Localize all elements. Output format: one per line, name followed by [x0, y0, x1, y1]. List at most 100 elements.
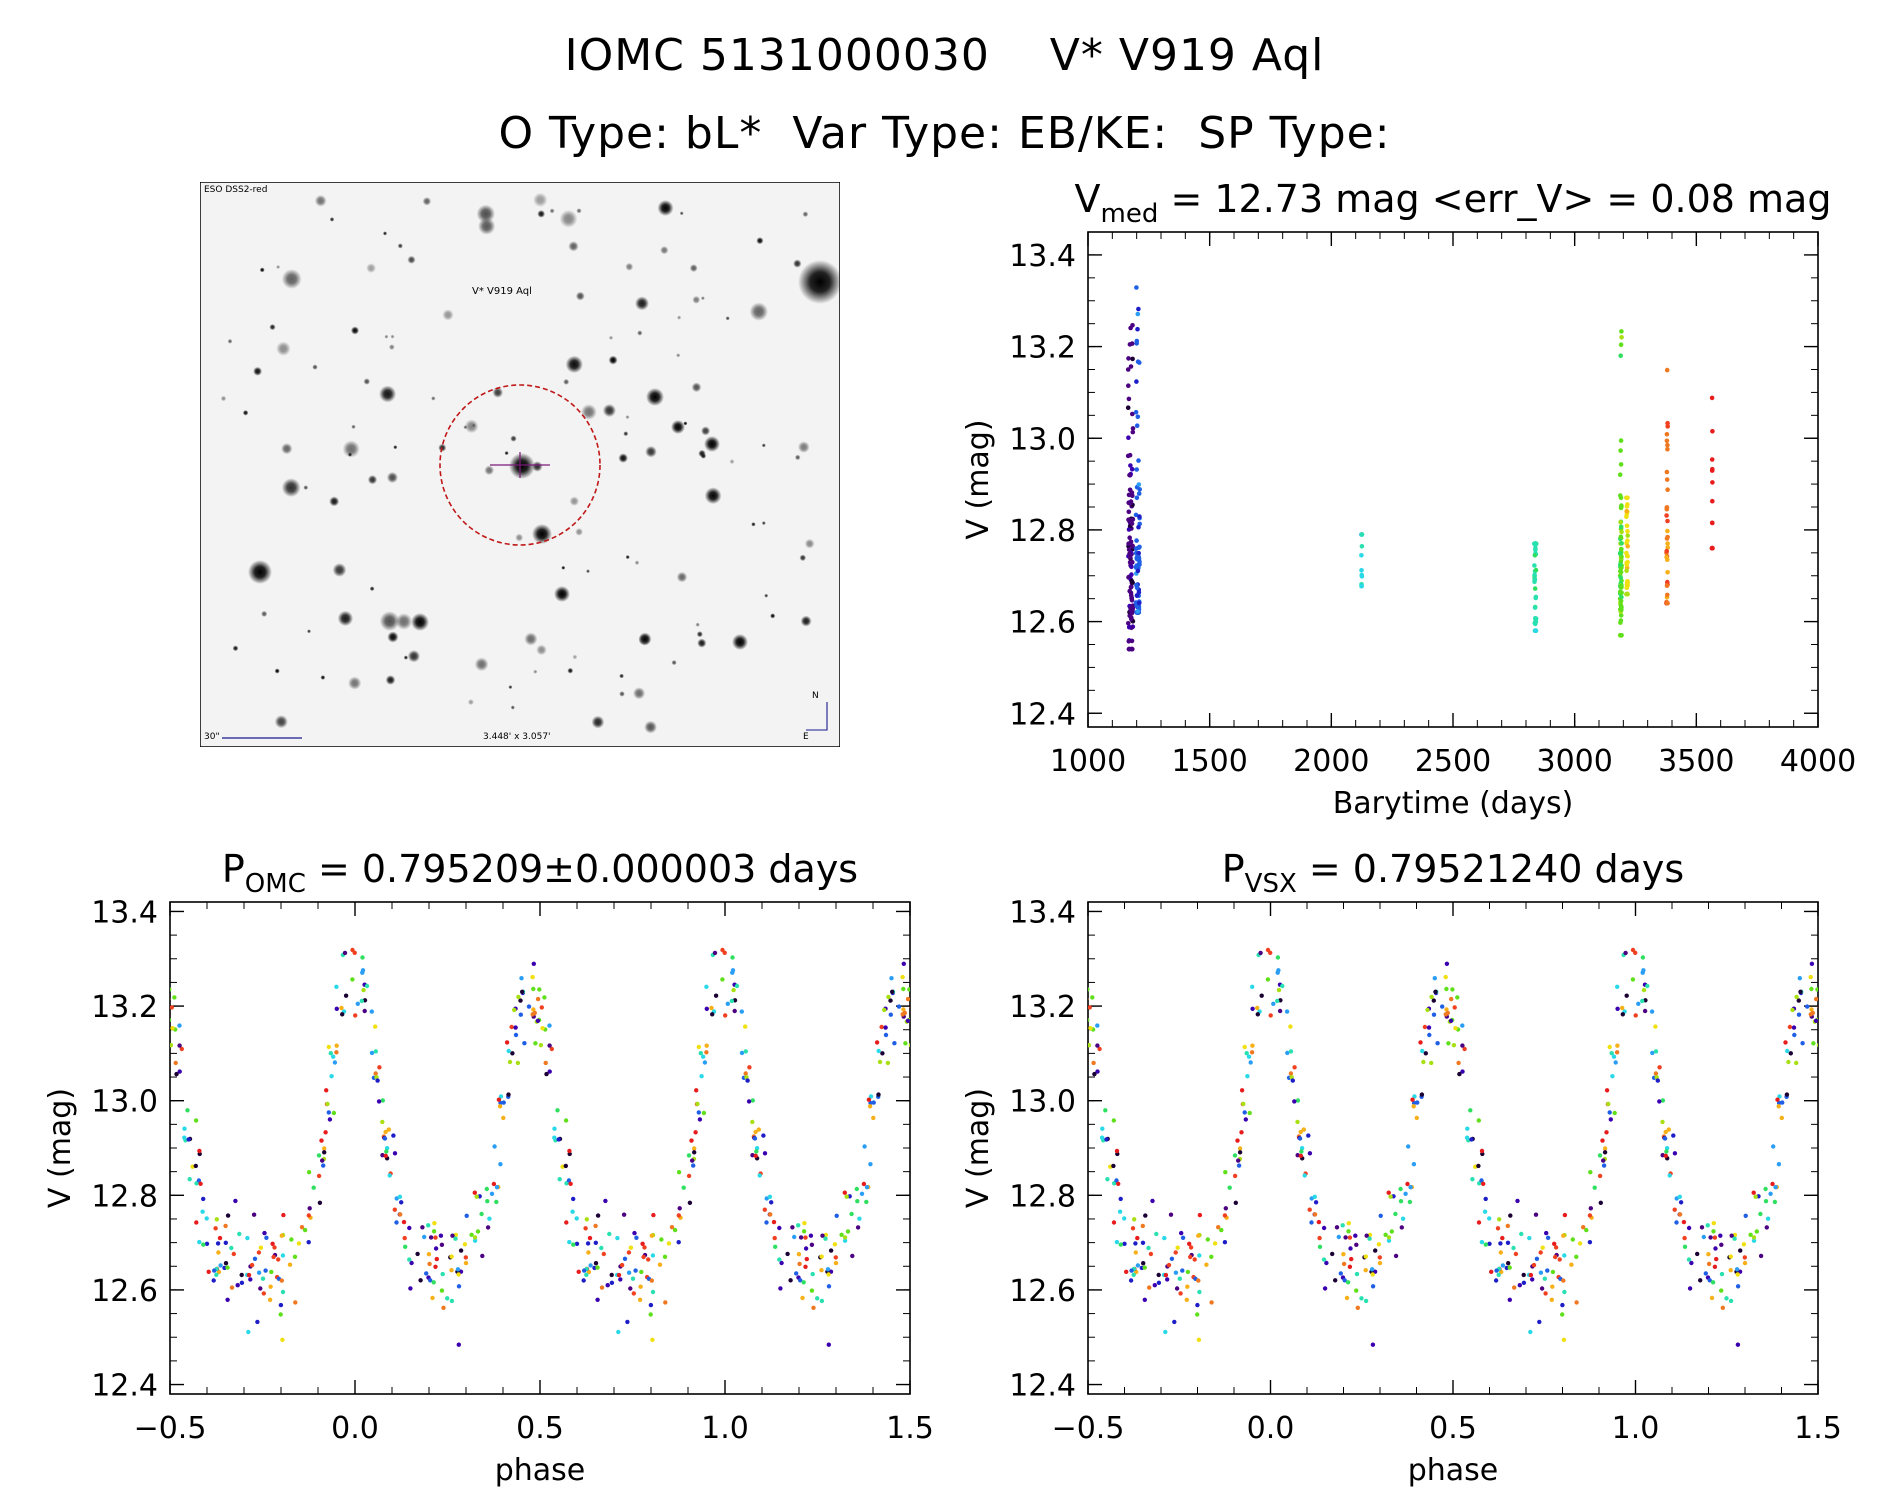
star	[474, 657, 489, 672]
y-tick-label: 12.6	[1009, 1274, 1076, 1309]
data-point	[1538, 1250, 1543, 1255]
data-point	[538, 1043, 544, 1048]
star	[395, 613, 413, 630]
data-point	[832, 1242, 838, 1247]
data-point	[480, 1253, 485, 1259]
data-point	[272, 1245, 277, 1250]
data-point	[1258, 950, 1263, 956]
data-point	[198, 1181, 203, 1187]
data-point	[1388, 1194, 1393, 1199]
data-point	[1618, 598, 1624, 604]
data-point	[1703, 1271, 1709, 1276]
data-point	[743, 1071, 748, 1076]
data-point	[1347, 1235, 1353, 1240]
data-point	[753, 1153, 758, 1159]
data-point	[1136, 590, 1142, 595]
data-point	[1334, 1225, 1340, 1230]
data-point	[1712, 1264, 1718, 1270]
data-point	[212, 1268, 217, 1273]
data-point	[659, 1237, 664, 1242]
data-point	[392, 1207, 397, 1212]
star	[804, 538, 815, 549]
data-point	[1236, 1163, 1242, 1168]
data-point	[676, 1213, 681, 1218]
data-point	[1654, 1075, 1659, 1080]
data-point	[632, 1230, 637, 1236]
data-point	[867, 1104, 873, 1109]
y-tick-label: 13.0	[1009, 1085, 1076, 1120]
data-point	[1142, 1265, 1147, 1270]
star	[274, 715, 288, 729]
data-point	[1468, 1108, 1473, 1113]
data-point	[497, 1104, 503, 1109]
star	[657, 200, 674, 216]
data-point	[571, 1196, 576, 1202]
data-point	[1706, 1252, 1711, 1257]
data-point	[262, 1230, 267, 1236]
data-point	[1607, 1110, 1612, 1115]
data-point	[456, 1284, 462, 1289]
star	[379, 611, 400, 631]
data-point	[1640, 955, 1646, 960]
data-point	[1134, 585, 1140, 591]
data-point	[1129, 521, 1135, 526]
star	[608, 335, 614, 340]
data-point	[498, 1100, 503, 1106]
data-point	[1625, 528, 1630, 534]
data-point	[204, 1241, 210, 1247]
data-point	[362, 1008, 367, 1014]
data-point	[1340, 1223, 1345, 1228]
y-tick-label: 13.4	[91, 895, 158, 930]
data-point	[339, 1005, 344, 1011]
data-point	[1732, 1232, 1738, 1238]
data-point	[231, 1251, 236, 1257]
data-point	[790, 1225, 795, 1230]
star	[561, 565, 566, 570]
data-point	[1135, 326, 1140, 332]
data-point	[1359, 583, 1364, 589]
title-subscript: VSX	[1245, 869, 1297, 899]
data-point	[586, 1250, 591, 1255]
data-point	[1615, 984, 1620, 989]
data-point	[427, 1261, 432, 1267]
data-point	[1377, 1255, 1383, 1260]
data-point	[883, 1032, 889, 1038]
data-point	[1250, 984, 1255, 989]
data-point	[1122, 1241, 1127, 1247]
data-point	[1250, 1043, 1255, 1048]
data-point	[1728, 1254, 1734, 1259]
data-point	[1312, 1212, 1318, 1217]
data-point	[1476, 1220, 1482, 1225]
star	[220, 395, 227, 402]
data-point	[801, 1280, 806, 1285]
data-point	[1515, 1198, 1520, 1204]
data-point	[1333, 1278, 1338, 1283]
data-point	[403, 1244, 408, 1250]
data-point	[1265, 977, 1271, 982]
data-point	[1180, 1235, 1186, 1241]
data-point	[773, 1244, 778, 1250]
data-point	[398, 1212, 403, 1217]
data-point	[1168, 1212, 1174, 1217]
data-point	[1689, 1260, 1694, 1266]
data-point	[1302, 1173, 1307, 1178]
data-point	[1601, 1163, 1607, 1168]
data-point	[1377, 1260, 1383, 1266]
data-point	[1710, 429, 1715, 434]
star	[314, 194, 327, 207]
data-point	[1146, 1245, 1151, 1251]
data-point	[373, 1071, 378, 1076]
data-point	[1498, 1250, 1504, 1255]
data-point	[1771, 1144, 1776, 1149]
data-point	[876, 1048, 881, 1054]
data-point	[649, 1278, 654, 1283]
star	[532, 461, 543, 472]
data-point	[581, 1278, 586, 1283]
data-point	[1777, 1094, 1782, 1099]
data-point	[1280, 983, 1285, 989]
data-point	[1741, 1242, 1747, 1247]
title-rest: = 12.73 mag <err_V> = 0.08 mag	[1158, 177, 1831, 221]
data-point	[299, 1225, 305, 1230]
star	[397, 243, 403, 249]
data-point	[1618, 589, 1623, 595]
